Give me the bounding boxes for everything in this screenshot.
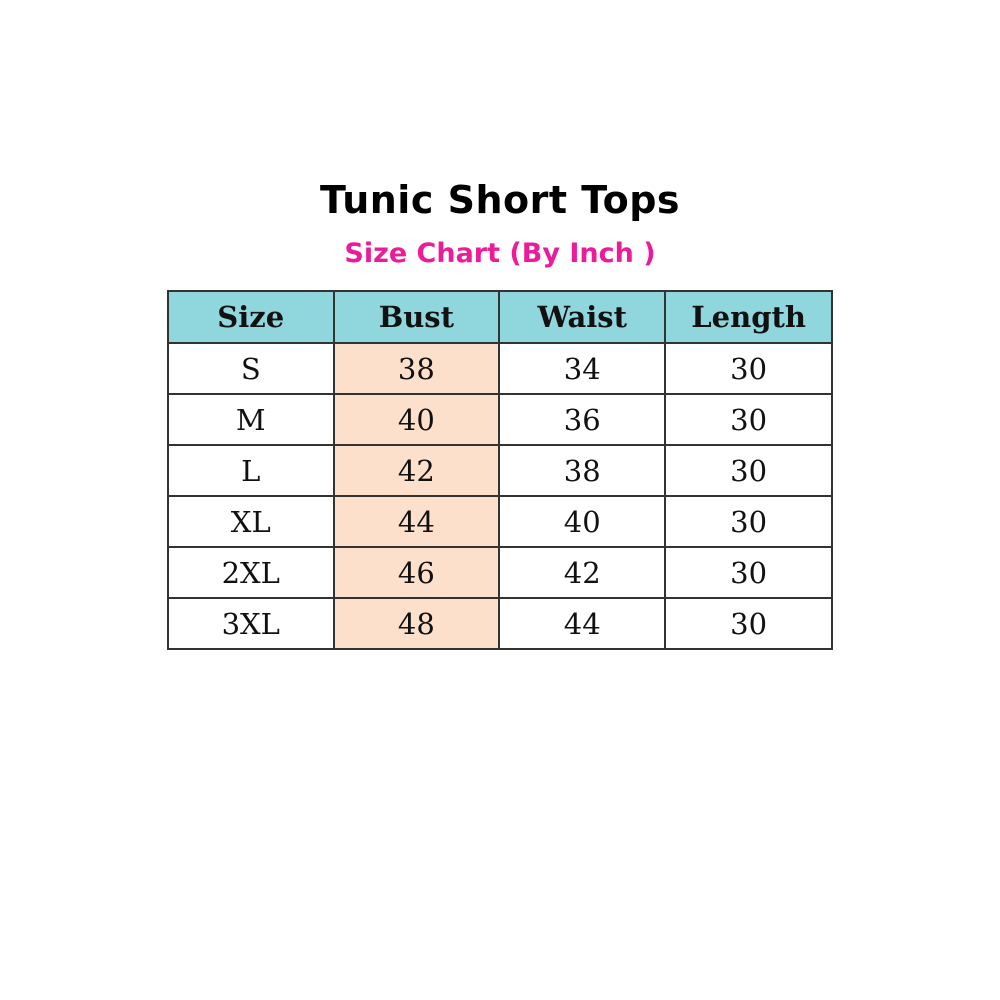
- cell-bust: 46: [332, 546, 501, 599]
- cell-length: 30: [664, 444, 833, 497]
- cell-length: 30: [664, 546, 833, 599]
- cell-waist: 44: [498, 597, 667, 650]
- cell-bust: 44: [332, 495, 501, 548]
- cell-bust: 40: [332, 393, 501, 446]
- cell-length: 30: [664, 597, 833, 650]
- table-row: XL 44 40 30: [167, 495, 833, 548]
- cell-waist: 36: [498, 393, 667, 446]
- column-header-length: Length: [664, 290, 833, 344]
- page-title: Tunic Short Tops: [319, 178, 681, 222]
- size-chart-table: Size Bust Waist Length S 38 34 30 M 40 36 30 L 42 38 3…: [167, 290, 833, 650]
- cell-bust: 42: [332, 444, 501, 497]
- table-row: L 42 38 30: [167, 444, 833, 497]
- column-header-bust: Bust: [332, 290, 501, 344]
- cell-waist: 34: [498, 342, 667, 395]
- cell-waist: 42: [498, 546, 667, 599]
- column-header-size: Size: [167, 290, 335, 344]
- cell-size: XL: [167, 495, 335, 548]
- header-row: Size Bust Waist Length: [167, 290, 833, 344]
- cell-size: M: [167, 393, 335, 446]
- cell-length: 30: [664, 342, 833, 395]
- cell-length: 30: [664, 393, 833, 446]
- table-row: 3XL 48 44 30: [167, 597, 833, 650]
- table-row: 2XL 46 42 30: [167, 546, 833, 599]
- column-header-waist: Waist: [498, 290, 667, 344]
- table-row: M 40 36 30: [167, 393, 833, 446]
- cell-bust: 48: [332, 597, 501, 650]
- cell-bust: 38: [332, 342, 501, 395]
- cell-length: 30: [664, 495, 833, 548]
- cell-size: 3XL: [167, 597, 335, 650]
- cell-waist: 40: [498, 495, 667, 548]
- cell-size: S: [167, 342, 335, 395]
- page-subtitle: Size Chart (By Inch ): [344, 238, 656, 269]
- cell-waist: 38: [498, 444, 667, 497]
- table-row: S 38 34 30: [167, 342, 833, 395]
- cell-size: L: [167, 444, 335, 497]
- cell-size: 2XL: [167, 546, 335, 599]
